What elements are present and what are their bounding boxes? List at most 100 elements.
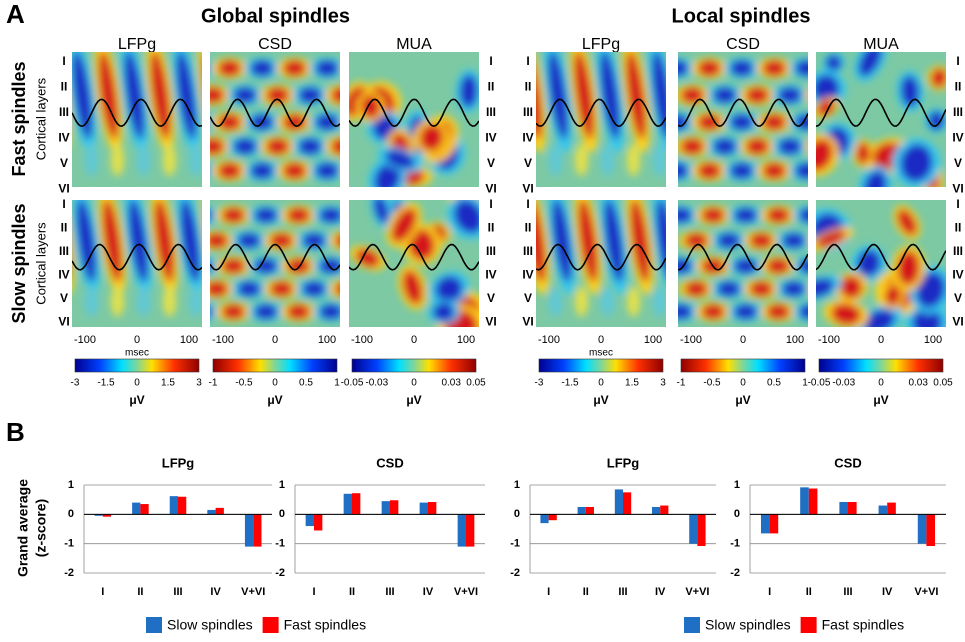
spindle-trace — [678, 98, 808, 128]
blob — [102, 200, 122, 283]
layer-label: V — [524, 291, 532, 305]
group-title: Global spindles — [201, 5, 350, 27]
time-tick-label: 0 — [878, 334, 884, 346]
blob — [391, 208, 417, 243]
blob — [857, 249, 881, 277]
spindle-trace — [72, 243, 202, 271]
y-tick-label: 0 — [68, 508, 74, 520]
blob — [210, 87, 225, 104]
bar — [381, 501, 390, 515]
blob — [575, 143, 588, 177]
blob — [180, 200, 200, 283]
y-tick-label: 0 — [514, 508, 520, 520]
blob — [355, 248, 380, 268]
time-tick-label: 100 — [457, 334, 475, 346]
layer-label: I — [489, 197, 492, 211]
bar — [207, 509, 216, 515]
time-axis-label: msec — [589, 348, 613, 359]
blob — [652, 52, 666, 140]
layer-label: II — [61, 80, 68, 94]
blob — [816, 230, 847, 248]
blob — [282, 162, 307, 179]
colorbar — [818, 358, 944, 373]
blob — [319, 304, 340, 320]
blob — [749, 233, 773, 249]
heatmap-blobs — [349, 200, 479, 327]
layer-label: II — [61, 221, 68, 235]
spindle-trace — [678, 243, 808, 271]
blob — [840, 275, 863, 299]
heatmap-blobs — [678, 205, 808, 322]
blob — [782, 281, 806, 297]
x-tick-label: V+VI — [241, 586, 265, 598]
bar — [760, 514, 770, 534]
blob — [419, 124, 444, 152]
bar — [466, 514, 475, 547]
blob — [816, 74, 840, 104]
layer-label: VI — [522, 315, 533, 329]
bar — [343, 493, 352, 515]
bar — [253, 514, 262, 547]
x-tick-label: V+VI — [454, 586, 478, 598]
group-title: Local spindles — [672, 5, 811, 27]
colorbar-unit: μV — [129, 393, 144, 407]
heatmap — [678, 52, 808, 187]
time-tick-label: 0 — [134, 334, 140, 346]
panel-label: A — [6, 0, 25, 29]
blob — [575, 286, 588, 317]
blob — [782, 233, 806, 249]
layer-label: II — [955, 80, 962, 94]
blob — [269, 233, 294, 249]
colorbar-tick-label: -1 — [677, 378, 686, 389]
colorbar-tick-label: -0.5 — [703, 378, 721, 389]
blob — [863, 170, 887, 187]
blob — [678, 207, 693, 223]
y-tick-label: 1 — [279, 479, 285, 491]
blob — [733, 258, 758, 274]
time-axis-label: msec — [125, 348, 149, 359]
x-tick-label: V+VI — [685, 586, 709, 598]
colorbar-tick-label: 0.03 — [908, 378, 928, 389]
blob — [795, 60, 808, 77]
layer-label: V — [60, 291, 68, 305]
blob — [250, 60, 274, 77]
layer-label: IV — [952, 268, 963, 282]
colorbar-unit: μV — [593, 393, 608, 407]
bar — [878, 505, 888, 515]
bar — [102, 514, 112, 517]
y-axis-label: (z-score) — [33, 499, 49, 557]
blob — [745, 87, 769, 104]
time-tick-label: 0 — [740, 334, 746, 346]
blob — [900, 144, 933, 183]
colorbar-tick-label: 0 — [411, 378, 417, 389]
time-tick-label: 100 — [644, 334, 662, 346]
blob — [217, 60, 242, 77]
chart-title: LFPg — [162, 455, 195, 470]
colorbar-tick-label: 1 — [334, 378, 340, 389]
time-tick-label: -100 — [212, 334, 234, 346]
heatmap-blobs — [816, 52, 946, 187]
blob — [549, 286, 562, 317]
colorbar-tick-label: 0.5 — [767, 378, 781, 389]
blob — [286, 258, 311, 274]
legend-swatch — [684, 617, 700, 633]
heatmap-blobs — [210, 57, 340, 182]
blob — [749, 281, 773, 297]
layer-label: III — [59, 244, 69, 258]
y-tick-label: -2 — [275, 567, 285, 579]
bar — [244, 514, 254, 547]
colorbar — [74, 358, 200, 373]
blob — [578, 200, 598, 283]
blob — [884, 284, 901, 306]
blob — [315, 114, 339, 131]
spindle-trace — [210, 243, 340, 271]
colorbar-unit: μV — [735, 393, 750, 407]
blob — [154, 200, 174, 283]
x-tick-label: I — [547, 586, 550, 598]
x-tick-label: II — [583, 586, 589, 598]
y-tick-label: 0 — [734, 508, 740, 520]
blob — [237, 281, 261, 297]
blob — [766, 207, 790, 223]
bar — [839, 502, 848, 515]
layer-label: I — [526, 54, 529, 68]
